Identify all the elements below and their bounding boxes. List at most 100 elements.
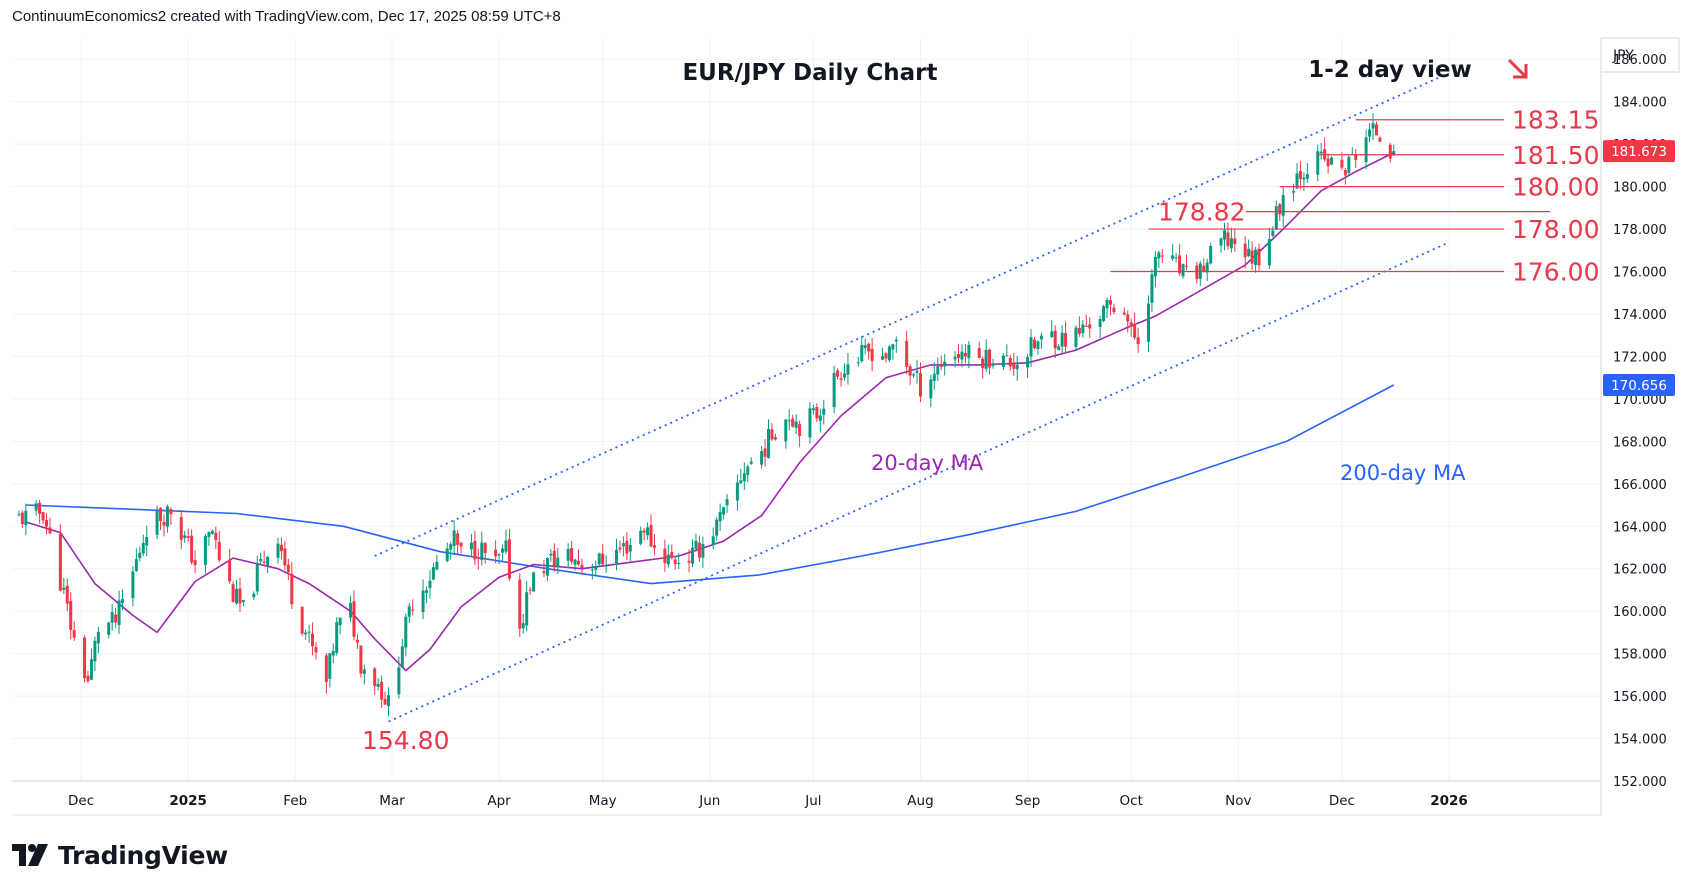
candle-body [432, 567, 435, 579]
candle-body [591, 570, 594, 571]
candle-body [622, 543, 625, 546]
candle-body [290, 574, 293, 604]
candle-body [556, 558, 559, 567]
candle-body [301, 607, 304, 634]
candle-body [1389, 145, 1392, 159]
price-axis[interactable]: JPY 186.000184.000182.000180.000178.0001… [1601, 38, 1679, 790]
candle-body [280, 545, 283, 551]
candle-body [795, 422, 798, 428]
candle-body [746, 467, 749, 475]
candle-body [615, 550, 618, 563]
candle-body [639, 531, 642, 544]
candle-body [228, 560, 231, 582]
candle-body [574, 560, 577, 565]
view-label: 1-2 day view [1308, 57, 1472, 83]
candle-body [1258, 249, 1261, 266]
candle-body [1161, 256, 1164, 257]
candle-body [42, 512, 45, 520]
candle-body [211, 531, 214, 534]
candle-body [1064, 333, 1067, 347]
candle-body [1278, 204, 1281, 214]
candle-body [985, 350, 988, 369]
candle-body [774, 437, 777, 439]
candle-body [156, 511, 159, 535]
candle-body [1182, 264, 1185, 277]
candle-body [162, 522, 165, 526]
candle-body [822, 409, 825, 415]
candle-body [135, 559, 138, 571]
candle-body [169, 509, 172, 514]
candle-body [567, 549, 570, 561]
candle-body [843, 373, 846, 377]
candle-body [435, 562, 438, 570]
candle-body [954, 357, 957, 360]
candle-body [114, 615, 117, 623]
candle-body [66, 586, 69, 604]
candle-body [1150, 274, 1153, 303]
candle-body [411, 609, 414, 610]
candle-body [190, 536, 193, 563]
candle-body [314, 647, 317, 652]
candle-body [1112, 308, 1115, 312]
candle-body [480, 543, 483, 560]
candle-body [359, 646, 362, 674]
candle-body [1088, 324, 1091, 328]
candle-body [909, 366, 912, 375]
time-axis[interactable]: Dec 2025 Feb Mar Apr May Jun Jul Aug Sep Oct Nov Dec… [12, 781, 1601, 815]
candle-body [916, 371, 919, 373]
candle-body [698, 543, 701, 558]
candle-body [1251, 250, 1254, 263]
candle-body [118, 601, 121, 626]
candle-body [815, 407, 818, 418]
candle-body [1247, 249, 1250, 256]
level-label: 176.00 [1512, 258, 1599, 287]
candle-body [501, 549, 504, 553]
candle-body [508, 539, 511, 578]
candle-body [401, 646, 404, 667]
date-tick-label: 2025 [169, 793, 207, 809]
candle-body [276, 544, 279, 558]
candle-body [218, 542, 221, 560]
candle-body [1244, 244, 1247, 258]
candle-body [542, 571, 545, 573]
candle-body [846, 364, 849, 374]
candle-body [83, 638, 86, 678]
candle-body [380, 682, 383, 700]
candle-body [449, 544, 452, 550]
channel-lower-line [389, 244, 1446, 722]
candle-body [840, 378, 843, 379]
candle-body [232, 584, 235, 601]
candle-body [259, 559, 262, 561]
candle-body [404, 617, 407, 648]
candle-body [764, 448, 767, 456]
tradingview-logo-icon [12, 844, 50, 866]
candle-body [1195, 266, 1198, 279]
candle-body [1040, 336, 1043, 340]
candle-body [670, 552, 673, 558]
price-tick-label: 152.000 [1613, 775, 1667, 790]
candle-body [473, 541, 476, 559]
price-ticks: 186.000184.000182.000180.000178.000176.0… [1613, 53, 1667, 790]
candle-body [69, 601, 72, 630]
candle-body [570, 548, 573, 562]
candle-body [1209, 246, 1212, 263]
candle-body [677, 563, 680, 564]
candle-body [242, 600, 245, 602]
grid [12, 38, 1601, 781]
candle-body [207, 532, 210, 537]
candle-body [1271, 231, 1274, 236]
candle-body [719, 512, 722, 521]
candle-body [598, 554, 601, 565]
candle-body [384, 699, 387, 705]
candle-body [1137, 337, 1140, 344]
candle-body [256, 564, 259, 591]
candle-body [833, 373, 836, 407]
candle-body [1233, 239, 1236, 245]
candle-body [605, 565, 608, 566]
candle-body [981, 359, 984, 369]
candle-body [1344, 170, 1347, 175]
candle-body [35, 503, 38, 510]
candle-body [1292, 191, 1295, 193]
candle-body [978, 348, 981, 358]
